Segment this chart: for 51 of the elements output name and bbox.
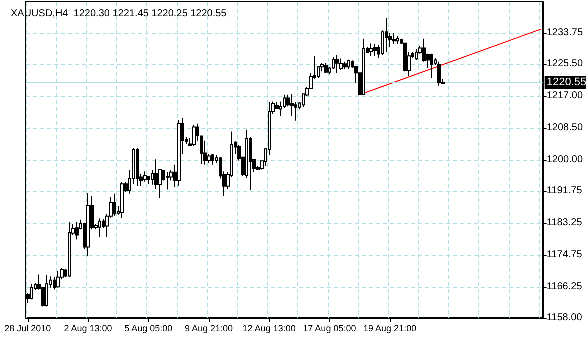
candlestick bbox=[203, 140, 207, 166]
candlestick bbox=[136, 148, 139, 187]
candlestick bbox=[437, 61, 441, 86]
y-tick-label: 1225.50 bbox=[546, 58, 584, 70]
candlestick bbox=[200, 136, 203, 165]
candlestick bbox=[430, 53, 433, 78]
x-tick-label: 12 Aug 13:00 bbox=[242, 324, 296, 334]
candlestick bbox=[396, 36, 399, 45]
candlestick bbox=[56, 270, 60, 288]
candlestick bbox=[45, 274, 48, 308]
candlestick bbox=[335, 54, 339, 74]
candlestick bbox=[98, 218, 101, 238]
candlestick bbox=[30, 284, 33, 300]
candlestick bbox=[75, 222, 79, 240]
candlestick bbox=[86, 192, 90, 257]
candlestick bbox=[68, 222, 71, 278]
candlestick bbox=[392, 32, 396, 45]
candlestick bbox=[113, 193, 116, 217]
y-tick-label: 1233.75 bbox=[546, 28, 584, 39]
y-tick-label: 1208.50 bbox=[546, 122, 584, 134]
x-tick-label: 5 Aug 05:00 bbox=[124, 324, 173, 334]
candlestick bbox=[324, 62, 328, 74]
x-tick-label: 2 Aug 13:00 bbox=[64, 324, 112, 334]
candlestick bbox=[290, 94, 294, 117]
candlestick bbox=[192, 124, 196, 147]
candlestick bbox=[415, 48, 418, 61]
candlestick bbox=[347, 59, 350, 70]
candlestick bbox=[177, 120, 181, 187]
candlestick bbox=[373, 44, 377, 57]
y-tick-label: 1191.75 bbox=[546, 186, 583, 197]
y-tick-label: 1166.25 bbox=[546, 281, 583, 292]
x-tick-label: 19 Aug 21:00 bbox=[364, 324, 417, 334]
candlestick bbox=[343, 61, 347, 70]
candlestick bbox=[211, 153, 214, 166]
candlestick bbox=[166, 172, 169, 190]
y-tick-label: 1217.00 bbox=[546, 90, 584, 102]
candlestick bbox=[339, 58, 343, 71]
y-tick-label: 1158.00 bbox=[546, 312, 583, 324]
x-tick-label: 9 Aug 21:00 bbox=[184, 324, 233, 334]
candlestick bbox=[143, 171, 147, 182]
y-tick-label: 1200.00 bbox=[546, 154, 584, 166]
candlestick bbox=[369, 43, 373, 57]
ref-line-label: 1220.55 bbox=[546, 76, 586, 89]
candlestick bbox=[120, 182, 124, 219]
candlestick bbox=[385, 18, 388, 53]
x-tick-label: 17 Aug 05:00 bbox=[303, 324, 356, 334]
y-tick-label: 1183.25 bbox=[546, 218, 583, 229]
candlestick bbox=[403, 42, 407, 72]
candlestick bbox=[362, 38, 365, 96]
y-tick-label: 1174.75 bbox=[546, 249, 583, 260]
x-tick-label: 28 Jul 2010 bbox=[4, 324, 52, 334]
